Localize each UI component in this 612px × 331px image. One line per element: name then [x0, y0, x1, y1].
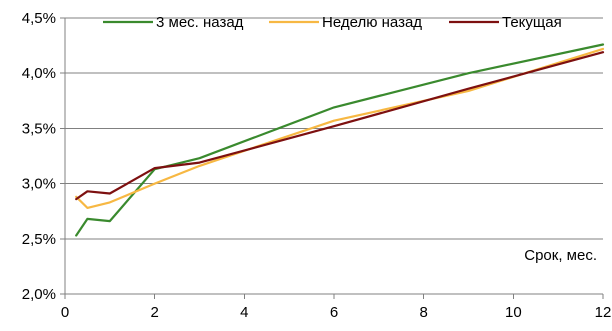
axes: [64, 18, 603, 295]
y-tick-label: 3,0%: [22, 176, 56, 193]
x-tick-label: 0: [61, 304, 69, 321]
y-tick-label: 2,0%: [22, 286, 56, 303]
x-axis-annotation: Срок, мес.: [524, 247, 597, 264]
legend-label-1: 3 мес. назад: [156, 14, 244, 31]
x-tick-label: 12: [595, 304, 612, 321]
series-line-1: [75, 43, 605, 237]
y-tick-label: 4,5%: [22, 10, 56, 27]
x-tick-label: 10: [505, 304, 522, 321]
x-tick-label: 4: [240, 304, 248, 321]
series-lines: [75, 43, 605, 237]
y-tick-label: 4,0%: [22, 65, 56, 82]
legend-label-3: Текущая: [502, 14, 562, 31]
x-tick-label: 2: [150, 304, 158, 321]
gridlines: [65, 17, 603, 240]
x-axis-ticks: 0 2 4 6 8 10 12: [61, 294, 612, 321]
y-axis-ticks: 2,0% 2,5% 3,0% 3,5% 4,0% 4,5%: [22, 10, 65, 303]
legend: 3 мес. назад Неделю назад Текущая: [103, 14, 562, 31]
x-tick-label: 6: [330, 304, 338, 321]
y-tick-label: 2,5%: [22, 231, 56, 248]
legend-label-2: Неделю назад: [322, 14, 422, 31]
x-tick-label: 8: [419, 304, 427, 321]
y-tick-label: 3,5%: [22, 120, 56, 137]
series-line-3: [75, 51, 605, 201]
